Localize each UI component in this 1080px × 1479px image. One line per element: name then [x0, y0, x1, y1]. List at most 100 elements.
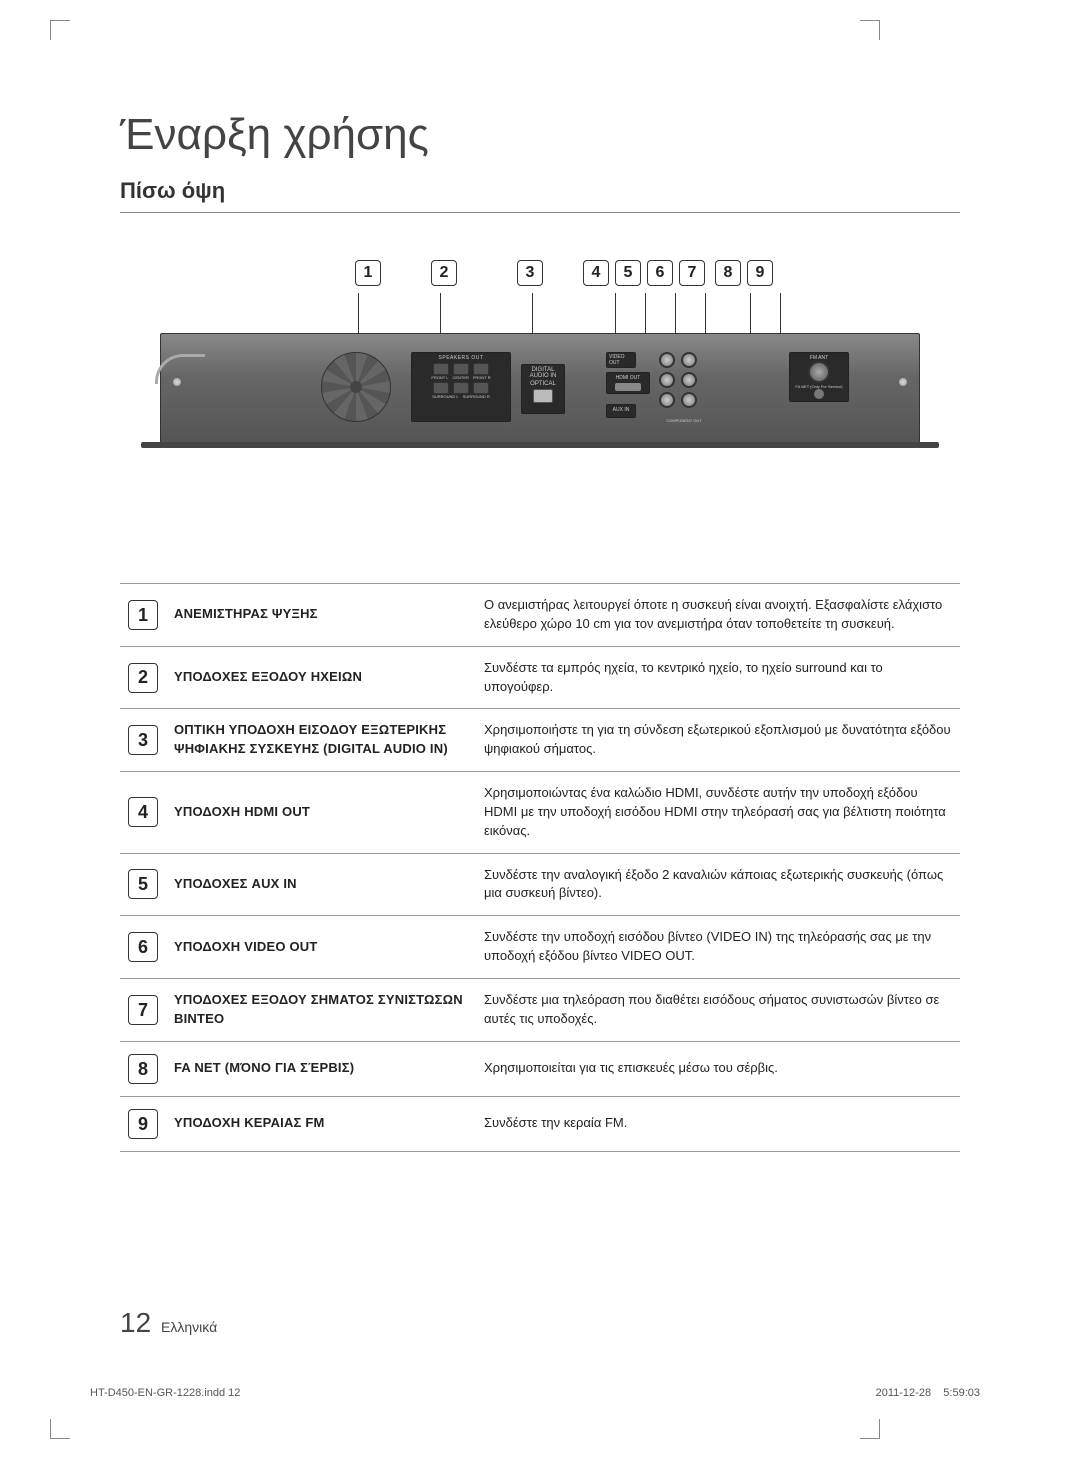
fm-antenna-panel: FM ANT FA NET (Only For Service)	[789, 352, 849, 402]
row-number: 7	[128, 995, 158, 1025]
front-r-label: FRONT R	[473, 375, 491, 380]
crop-mark	[50, 20, 70, 40]
fa-net-label: FA NET (Only For Service)	[795, 384, 842, 389]
callout-6: 6	[647, 260, 673, 286]
callout-4: 4	[583, 260, 609, 286]
row-description: Συνδέστε την κεραία FM.	[476, 1096, 960, 1151]
row-label: ΥΠΟΔΟΧΕΣ ΕΞΟΔΟΥ ΗΧΕΙΩΝ	[166, 646, 476, 709]
speakers-out-panel: SPEAKERS OUT FRONT L CENTER FRONT R	[411, 352, 511, 422]
table-row: 6 ΥΠΟΔΟΧΗ VIDEO OUTΣυνδέστε την υποδοχή ε…	[120, 916, 960, 979]
aux-in-label: AUX IN	[613, 407, 630, 413]
page-footer: 12 Ελληνικά	[120, 1307, 217, 1339]
speaker-jack	[433, 363, 449, 375]
fm-coax-jack	[808, 361, 830, 383]
row-label: ΥΠΟΔΟΧΕΣ ΕΞΟΔΟΥ ΣΗΜΑΤΟΣ ΣΥΝΙΣΤΩΣΩΝ ΒΙΝΤΕ…	[166, 978, 476, 1041]
callout-1: 1	[355, 260, 381, 286]
crop-mark	[860, 1419, 880, 1439]
aux-in-panel: AUX IN	[606, 404, 636, 418]
rca-jack	[681, 352, 697, 368]
row-label: ΥΠΟΔΟΧΗ ΚΕΡΑΙΑΣ FM	[166, 1096, 476, 1151]
digital-audio-panel: DIGITAL AUDIO IN OPTICAL	[521, 364, 565, 414]
callout-7: 7	[679, 260, 705, 286]
front-l-label: FRONT L	[431, 375, 448, 380]
fm-ant-label: FM ANT	[810, 355, 828, 361]
table-row: 4 ΥΠΟΔΟΧΗ HDMI OUTΧρησιμοποιώντας ένα καλ…	[120, 772, 960, 854]
optical-port	[533, 389, 553, 403]
table-row: 9 ΥΠΟΔΟΧΗ ΚΕΡΑΙΑΣ FMΣυνδέστε την κεραία F…	[120, 1096, 960, 1151]
table-row: 7 ΥΠΟΔΟΧΕΣ ΕΞΟΔΟΥ ΣΗΜΑΤΟΣ ΣΥΝΙΣΤΩΣΩΝ ΒΙΝΤ…	[120, 978, 960, 1041]
rca-column	[681, 352, 697, 408]
page-language: Ελληνικά	[161, 1319, 217, 1335]
table-row: 1 ΑΝΕΜΙΣΤΗΡΑΣ ΨΥΞΗΣΟ ανεμιστήρας λειτουργ…	[120, 584, 960, 647]
row-description: Χρησιμοποιώντας ένα καλώδιο HDMI, συνδέσ…	[476, 772, 960, 854]
print-date: 2011-12-28	[876, 1387, 931, 1399]
screw-icon	[173, 378, 181, 386]
rear-panel-diagram: 1 2 3 4 5 6 7 8 9	[160, 253, 920, 443]
table-row: 3 ΟΠΤΙΚΗ ΥΠΟΔΟΧΗ ΕΙΣΟΔΟΥ ΕΞΩΤΕΡΙΚΗΣ ΨΗΦΙΑ…	[120, 709, 960, 772]
row-description: Συνδέστε την αναλογική έξοδο 2 καναλιών …	[476, 853, 960, 916]
speaker-jack	[433, 382, 449, 394]
rca-jack	[659, 352, 675, 368]
divider	[120, 212, 960, 213]
component-out-label: COMPONENT OUT	[659, 418, 709, 423]
speakers-out-label: SPEAKERS OUT	[414, 355, 508, 361]
row-number: 1	[128, 600, 158, 630]
section-subtitle: Πίσω όψη	[120, 178, 1020, 204]
fa-net-port	[814, 389, 824, 399]
page-number: 12	[120, 1307, 151, 1338]
video-out-label: VIDEO OUT	[609, 354, 633, 366]
callout-3: 3	[517, 260, 543, 286]
device-rear-panel: SPEAKERS OUT FRONT L CENTER FRONT R	[160, 333, 920, 443]
row-description: Συνδέστε τα εμπρός ηχεία, το κεντρικό ηχ…	[476, 646, 960, 709]
page-title: Έναρξη χρήσης	[120, 110, 1020, 160]
speaker-jack	[473, 382, 489, 394]
row-number: 8	[128, 1054, 158, 1084]
row-description: Συνδέστε την υποδοχή εισόδου βίντεο (VID…	[476, 916, 960, 979]
table-row: 2 ΥΠΟΔΟΧΕΣ ΕΞΟΔΟΥ ΗΧΕΙΩΝΣυνδέστε τα εμπρό…	[120, 646, 960, 709]
speaker-jack	[473, 363, 489, 375]
row-description: Χρησιμοποιείται για τις επισκευές μέσω τ…	[476, 1041, 960, 1096]
rca-jack	[681, 372, 697, 388]
hdmi-out-label: HDMI OUT	[616, 375, 641, 381]
row-number: 6	[128, 932, 158, 962]
digital-audio-label: DIGITAL AUDIO IN	[524, 367, 562, 379]
speaker-jack	[453, 382, 469, 394]
row-number: 3	[128, 725, 158, 755]
callout-2: 2	[431, 260, 457, 286]
row-label: ΥΠΟΔΟΧΕΣ AUX IN	[166, 853, 476, 916]
row-label: ΟΠΤΙΚΗ ΥΠΟΔΟΧΗ ΕΙΣΟΔΟΥ ΕΞΩΤΕΡΙΚΗΣ ΨΗΦΙΑΚ…	[166, 709, 476, 772]
cooling-fan	[321, 352, 391, 422]
row-description: Ο ανεμιστήρας λειτουργεί όποτε η συσκευή…	[476, 584, 960, 647]
callout-8: 8	[715, 260, 741, 286]
surround-l-label: SURROUND L	[432, 394, 458, 399]
rca-jack	[681, 392, 697, 408]
callout-9: 9	[747, 260, 773, 286]
connector-description-table: 1 ΑΝΕΜΙΣΤΗΡΑΣ ΨΥΞΗΣΟ ανεμιστήρας λειτουργ…	[120, 583, 960, 1152]
row-number: 5	[128, 869, 158, 899]
screw-icon	[899, 378, 907, 386]
table-row: 5 ΥΠΟΔΟΧΕΣ AUX INΣυνδέστε την αναλογική έ…	[120, 853, 960, 916]
print-metadata: HT-D450-EN-GR-1228.indd 12 2011-12-28 5:…	[90, 1387, 980, 1399]
center-label: CENTER	[452, 375, 468, 380]
row-description: Συνδέστε μια τηλεόραση που διαθέτει εισό…	[476, 978, 960, 1041]
table-row: 8 FA NET (ΜΌΝΟ ΓΙΑ ΣΈΡΒΙΣ)Χρησιμοποιείται…	[120, 1041, 960, 1096]
row-number: 2	[128, 663, 158, 693]
optical-label: OPTICAL	[530, 381, 556, 387]
print-time: 5:59:03	[943, 1387, 980, 1399]
callout-5: 5	[615, 260, 641, 286]
row-label: ΥΠΟΔΟΧΗ HDMI OUT	[166, 772, 476, 854]
row-label: ΥΠΟΔΟΧΗ VIDEO OUT	[166, 916, 476, 979]
speaker-jack	[453, 363, 469, 375]
row-label: FA NET (ΜΌΝΟ ΓΙΑ ΣΈΡΒΙΣ)	[166, 1041, 476, 1096]
crop-mark	[860, 20, 880, 40]
row-label: ΑΝΕΜΙΣΤΗΡΑΣ ΨΥΞΗΣ	[166, 584, 476, 647]
row-number: 4	[128, 797, 158, 827]
surround-r-label: SURROUND R	[463, 394, 490, 399]
rca-jack	[659, 372, 675, 388]
rca-column	[659, 352, 675, 408]
crop-mark	[50, 1419, 70, 1439]
row-number: 9	[128, 1109, 158, 1139]
video-out-panel: VIDEO OUT	[606, 352, 636, 368]
row-description: Χρησιμοποιήστε τη για τη σύνδεση εξωτερι…	[476, 709, 960, 772]
hdmi-out-panel: HDMI OUT	[606, 372, 650, 394]
